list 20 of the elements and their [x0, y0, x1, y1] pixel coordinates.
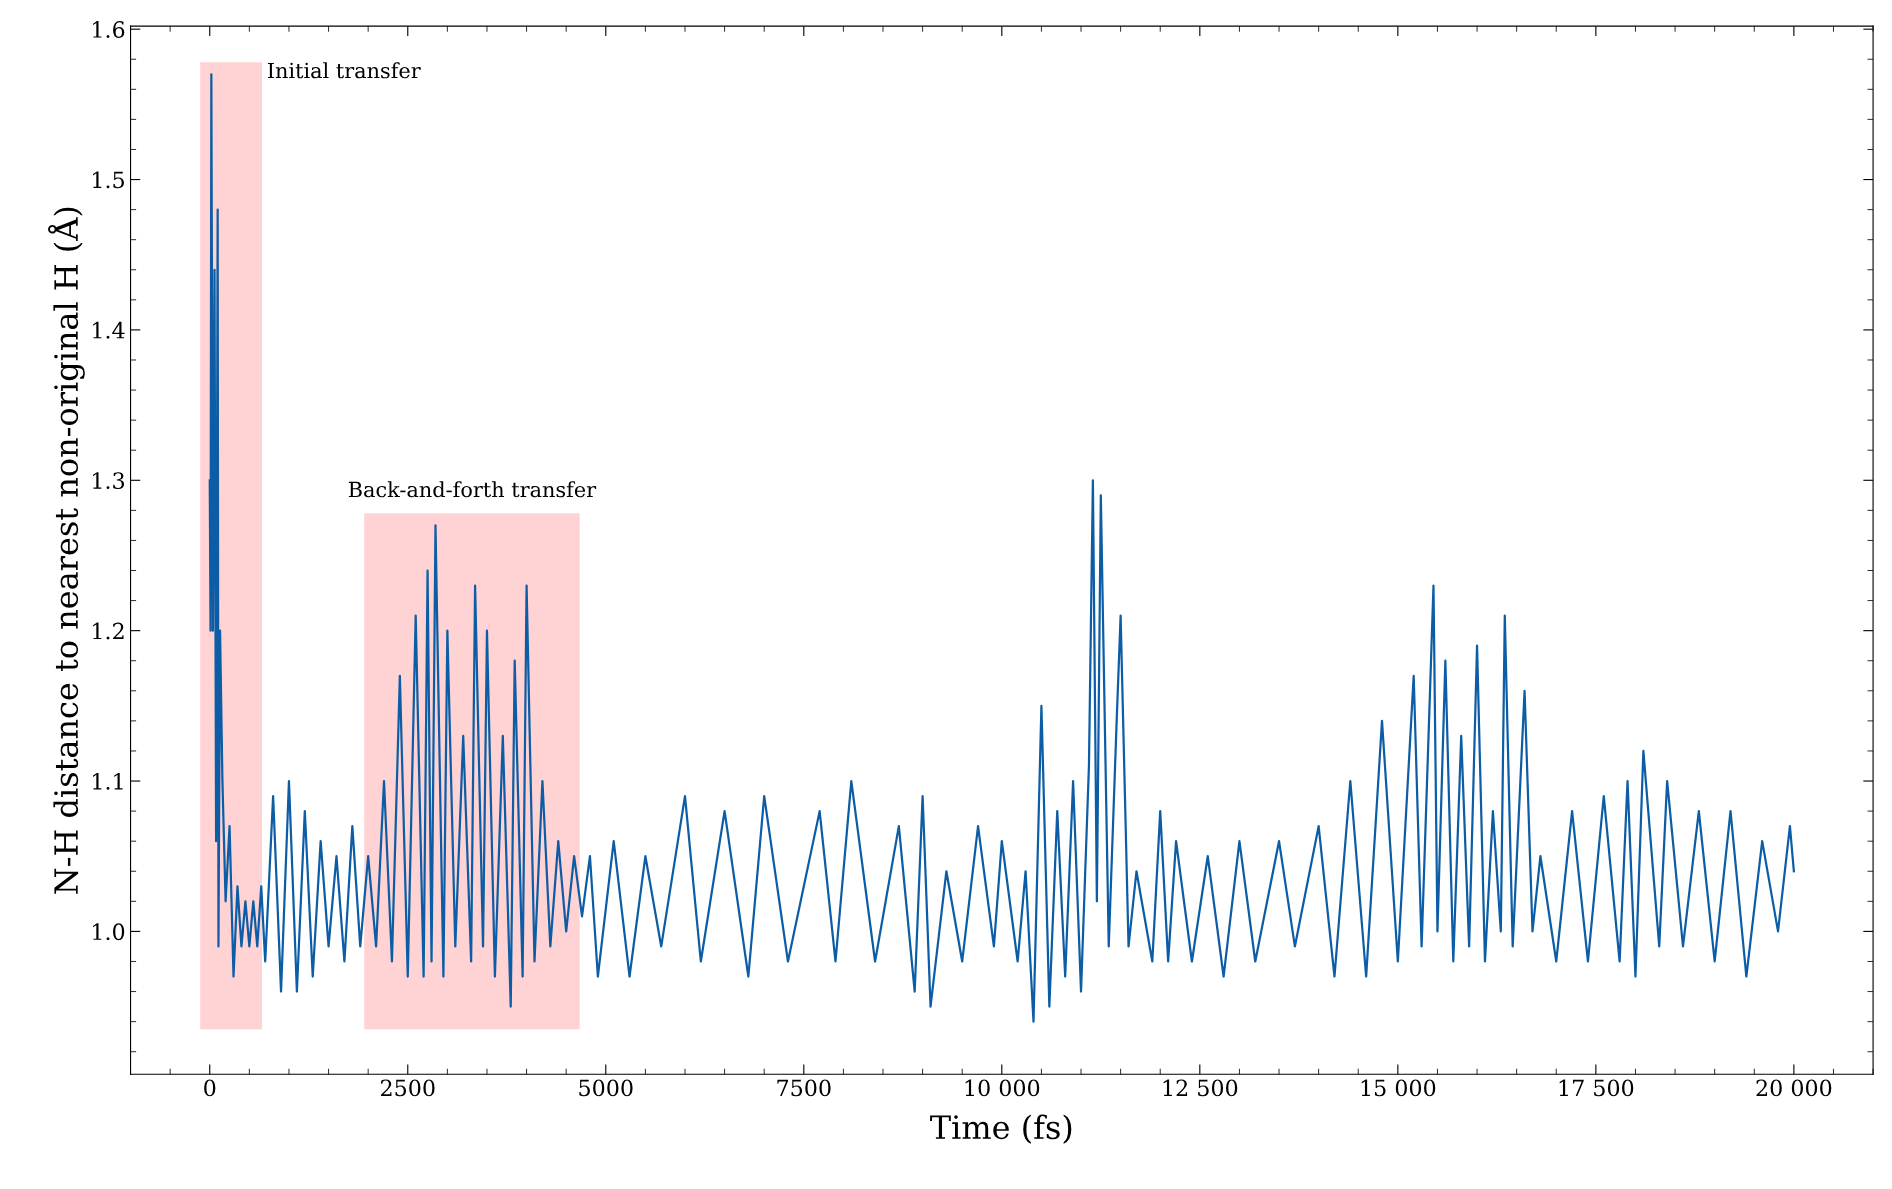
y-axis-title: N-H distance to nearest non-original H (Å)	[48, 207, 85, 894]
x-tick-label: 10 000	[965, 1079, 1040, 1097]
x-axis-title: Time (fs)	[930, 1114, 1072, 1144]
band-label: Initial transfer	[267, 62, 421, 79]
x-tick-label: 0	[204, 1079, 216, 1097]
band-label: Back-and-forth transfer	[348, 481, 597, 498]
x-tick-label: 17 500	[1559, 1079, 1634, 1097]
x-tick-label: 20 000	[1756, 1079, 1832, 1097]
x-tick-label: 2500	[381, 1079, 435, 1097]
y-tick-label: 1.4	[93, 321, 125, 339]
x-tick-label: 12 500	[1163, 1079, 1238, 1097]
y-tick-label: 1.1	[93, 772, 123, 790]
y-tick-label: 1.3	[93, 472, 125, 490]
x-tick-label: 7500	[777, 1079, 831, 1097]
y-tick-label: 1.5	[93, 171, 124, 189]
y-tick-label: 1.2	[93, 622, 124, 640]
x-tick-label: 5000	[579, 1079, 633, 1097]
x-tick-label: 15 000	[1361, 1079, 1436, 1097]
y-tick-label: 1.0	[93, 923, 125, 941]
y-tick-label: 1.6	[93, 21, 125, 38]
